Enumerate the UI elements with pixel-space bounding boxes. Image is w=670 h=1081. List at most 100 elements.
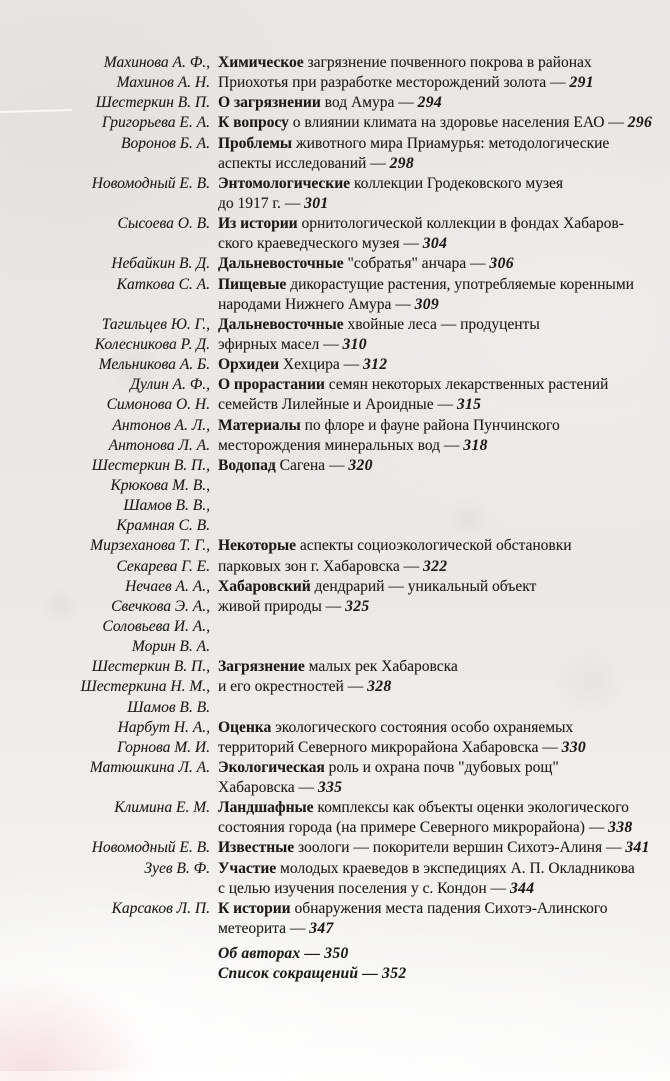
- toc-row: ского краеведческого музея — 304: [40, 234, 644, 254]
- toc-row: Шестеркин В. П., Загрязнение малых рек Ха…: [40, 657, 644, 677]
- author-name: [40, 818, 218, 838]
- title-text: [218, 617, 644, 637]
- toc-row: Сысоева О. В. Из истории орнитологической…: [40, 214, 644, 234]
- title-rest: семян некоторых лекарственных растений: [324, 376, 609, 394]
- title-rest: молодых краеведов в экспедициях А. П. Ок…: [276, 859, 635, 877]
- toc-row: до 1917 г. — 301: [40, 194, 644, 214]
- title-text: К вопросу о влиянии климата на здоровье …: [218, 113, 652, 133]
- title-rest: обнаружения места падения Сихотэ-Алинско…: [290, 899, 608, 917]
- title-text: Проблемы животного мира Приамурья: метод…: [218, 134, 644, 154]
- scan-artifact-pink-smudge: [0, 971, 160, 1081]
- title-text: Ландшафные комплексы как объекты оценки …: [218, 798, 644, 818]
- author-name: Антонов А. Л.,: [112, 416, 210, 434]
- author-name: [40, 234, 218, 254]
- toc-row: Симонова О. Н. семейств Лилейные и Ароидн…: [40, 395, 644, 415]
- toc-row: Зуев В. Ф. Участие молодых краеведов в эк…: [40, 859, 644, 879]
- title-text: О загрязнении вод Амура — 294: [218, 93, 644, 113]
- title-text: народами Нижнего Амура — 309: [218, 295, 644, 315]
- page-number: 330: [561, 738, 587, 756]
- page-number: 335: [317, 779, 343, 797]
- toc-row: Колесникова Р. Д. эфирных масел — 310: [40, 335, 644, 355]
- title-rest: живой природы —: [218, 597, 346, 615]
- author-name: Нечаев А. А.,: [125, 577, 210, 595]
- author-name: Крюкова М. В.,: [110, 476, 210, 494]
- title-rest: дендрарий — уникальный объект: [310, 577, 537, 595]
- title-text: Орхидеи Хехцира — 312: [218, 355, 644, 375]
- toc-row: Климина Е. М. Ландшафные комплексы как об…: [40, 798, 644, 818]
- title-lead-word: Экологическая: [218, 758, 325, 776]
- page-number: 325: [345, 597, 370, 615]
- author-name: Секарева Г. Е.: [116, 557, 210, 575]
- title-text: до 1917 г. — 301: [218, 194, 644, 214]
- toc-footer-row: Список сокращений — 352: [40, 964, 644, 984]
- title-lead-word: Орхидеи: [218, 356, 280, 374]
- title-rest: народами Нижнего Амура —: [218, 295, 415, 313]
- title-rest: семейств Лилейные и Ароидные —: [218, 396, 457, 414]
- title-text: с целью изучения поселения у с. Кондон —…: [218, 879, 644, 899]
- title-text: [218, 516, 644, 536]
- title-text: ского краеведческого музея — 304: [218, 234, 644, 254]
- title-lead-word: О прорастании: [218, 376, 325, 394]
- toc-row: Каткова С. А. Пищевые дикорастущие растен…: [40, 275, 644, 295]
- footer-label: Список сокращений —: [218, 965, 383, 983]
- title-lead-word: Проблемы: [218, 134, 293, 152]
- title-rest: эфирных масел —: [218, 335, 343, 353]
- title-text: и его окрестностей — 328: [218, 677, 644, 697]
- toc-row: Новомодный Е. В. Энтомологические коллекц…: [40, 174, 644, 194]
- toc-row: Шестеркин В. П. О загрязнении вод Амура —…: [40, 93, 644, 113]
- author-name: Дулин А. Ф.,: [130, 376, 210, 394]
- title-text: Хабаровский дендрарий — уникальный объек…: [218, 577, 644, 597]
- toc-row: Нечаев А. А., Хабаровский дендрарий — уни…: [40, 577, 644, 597]
- title-lead-word: Хабаровский: [218, 577, 311, 595]
- author-name: Карсаков Л. П.: [111, 899, 210, 917]
- title-text: К истории обнаружения места падения Сихо…: [218, 899, 644, 919]
- title-rest: "собратья" анчара —: [343, 255, 490, 273]
- title-text: состояния города (на примере Северного м…: [218, 818, 644, 838]
- author-name: Морин В. А.: [131, 638, 210, 656]
- title-rest: состояния города (на примере Северного м…: [218, 819, 609, 837]
- toc-row: Нарбут Н. А., Оценка экологического состо…: [40, 718, 644, 738]
- title-lead-word: Участие: [218, 859, 277, 877]
- author-name: [40, 154, 218, 174]
- title-rest: парковых зон г. Хабаровска —: [218, 557, 423, 575]
- author-name: Шестеркина Н. М.,: [80, 678, 210, 696]
- title-text: территорий Северного микрорайона Хабаров…: [218, 738, 644, 758]
- title-rest: роль и охрана почв "дубовых рощ": [324, 758, 559, 776]
- title-lead-word: Известные: [218, 839, 295, 857]
- page-number: 296: [627, 114, 653, 132]
- toc-footer-row: Об авторах — 350: [40, 944, 644, 964]
- toc-row: Крамная С. В.: [40, 516, 644, 536]
- title-text: эфирных масел — 310: [218, 335, 644, 355]
- author-name-empty: [40, 964, 218, 984]
- toc-row: Свечкова Э. А., живой природы — 325: [40, 597, 644, 617]
- author-name: Тагильцев Ю. Г.,: [101, 315, 210, 333]
- author-name: Махинова А. Ф.,: [103, 54, 210, 71]
- title-text: аспекты исследований — 298: [218, 154, 644, 174]
- title-rest: о влиянии климата на здоровье населения …: [288, 114, 628, 132]
- toc-row: Дулин А. Ф., О прорастании семян некоторы…: [40, 375, 644, 395]
- author-name: Шамов В. В.: [127, 698, 210, 716]
- title-rest: дикорастущие растения, употребляемые кор…: [286, 275, 634, 293]
- author-name: Соловьева И. А.,: [102, 617, 210, 635]
- title-text: Загрязнение малых рек Хабаровска: [218, 657, 644, 677]
- title-text: О прорастании семян некоторых лекарствен…: [218, 375, 644, 395]
- toc-row: Тагильцев Ю. Г., Дальневосточные хвойные …: [40, 315, 644, 335]
- author-name: Шестеркин В. П.: [95, 94, 210, 112]
- toc-row: состояния города (на примере Северного м…: [40, 818, 644, 838]
- title-rest: по флоре и фауне района Пунчинского: [300, 416, 560, 434]
- title-text: парковых зон г. Хабаровска — 322: [218, 557, 644, 577]
- title-text: месторождения минеральных вод — 318: [218, 436, 644, 456]
- author-name: Зуев В. Ф.: [144, 859, 210, 877]
- title-rest: Приохотья при разработке месторождений з…: [218, 74, 570, 92]
- author-name: Новомодный Е. В.: [91, 174, 210, 192]
- title-lead-word: Ландшафные: [218, 799, 314, 817]
- title-rest: орнитологической коллекции в фондах Хаба…: [297, 215, 624, 233]
- page-number: 304: [422, 235, 448, 253]
- author-name: Свечкова Э. А.,: [111, 597, 210, 615]
- page-number: 350: [324, 945, 349, 963]
- toc-row: Матюшкина Л. А. Экологическая роль и охра…: [40, 758, 644, 778]
- page-number: 298: [389, 154, 415, 172]
- toc-row: Хабаровска — 335: [40, 778, 644, 798]
- title-text: Химическое загрязнение почвенного покров…: [218, 53, 644, 73]
- toc-row: Шестеркин В. П., Водопад Сагена — 320: [40, 456, 644, 476]
